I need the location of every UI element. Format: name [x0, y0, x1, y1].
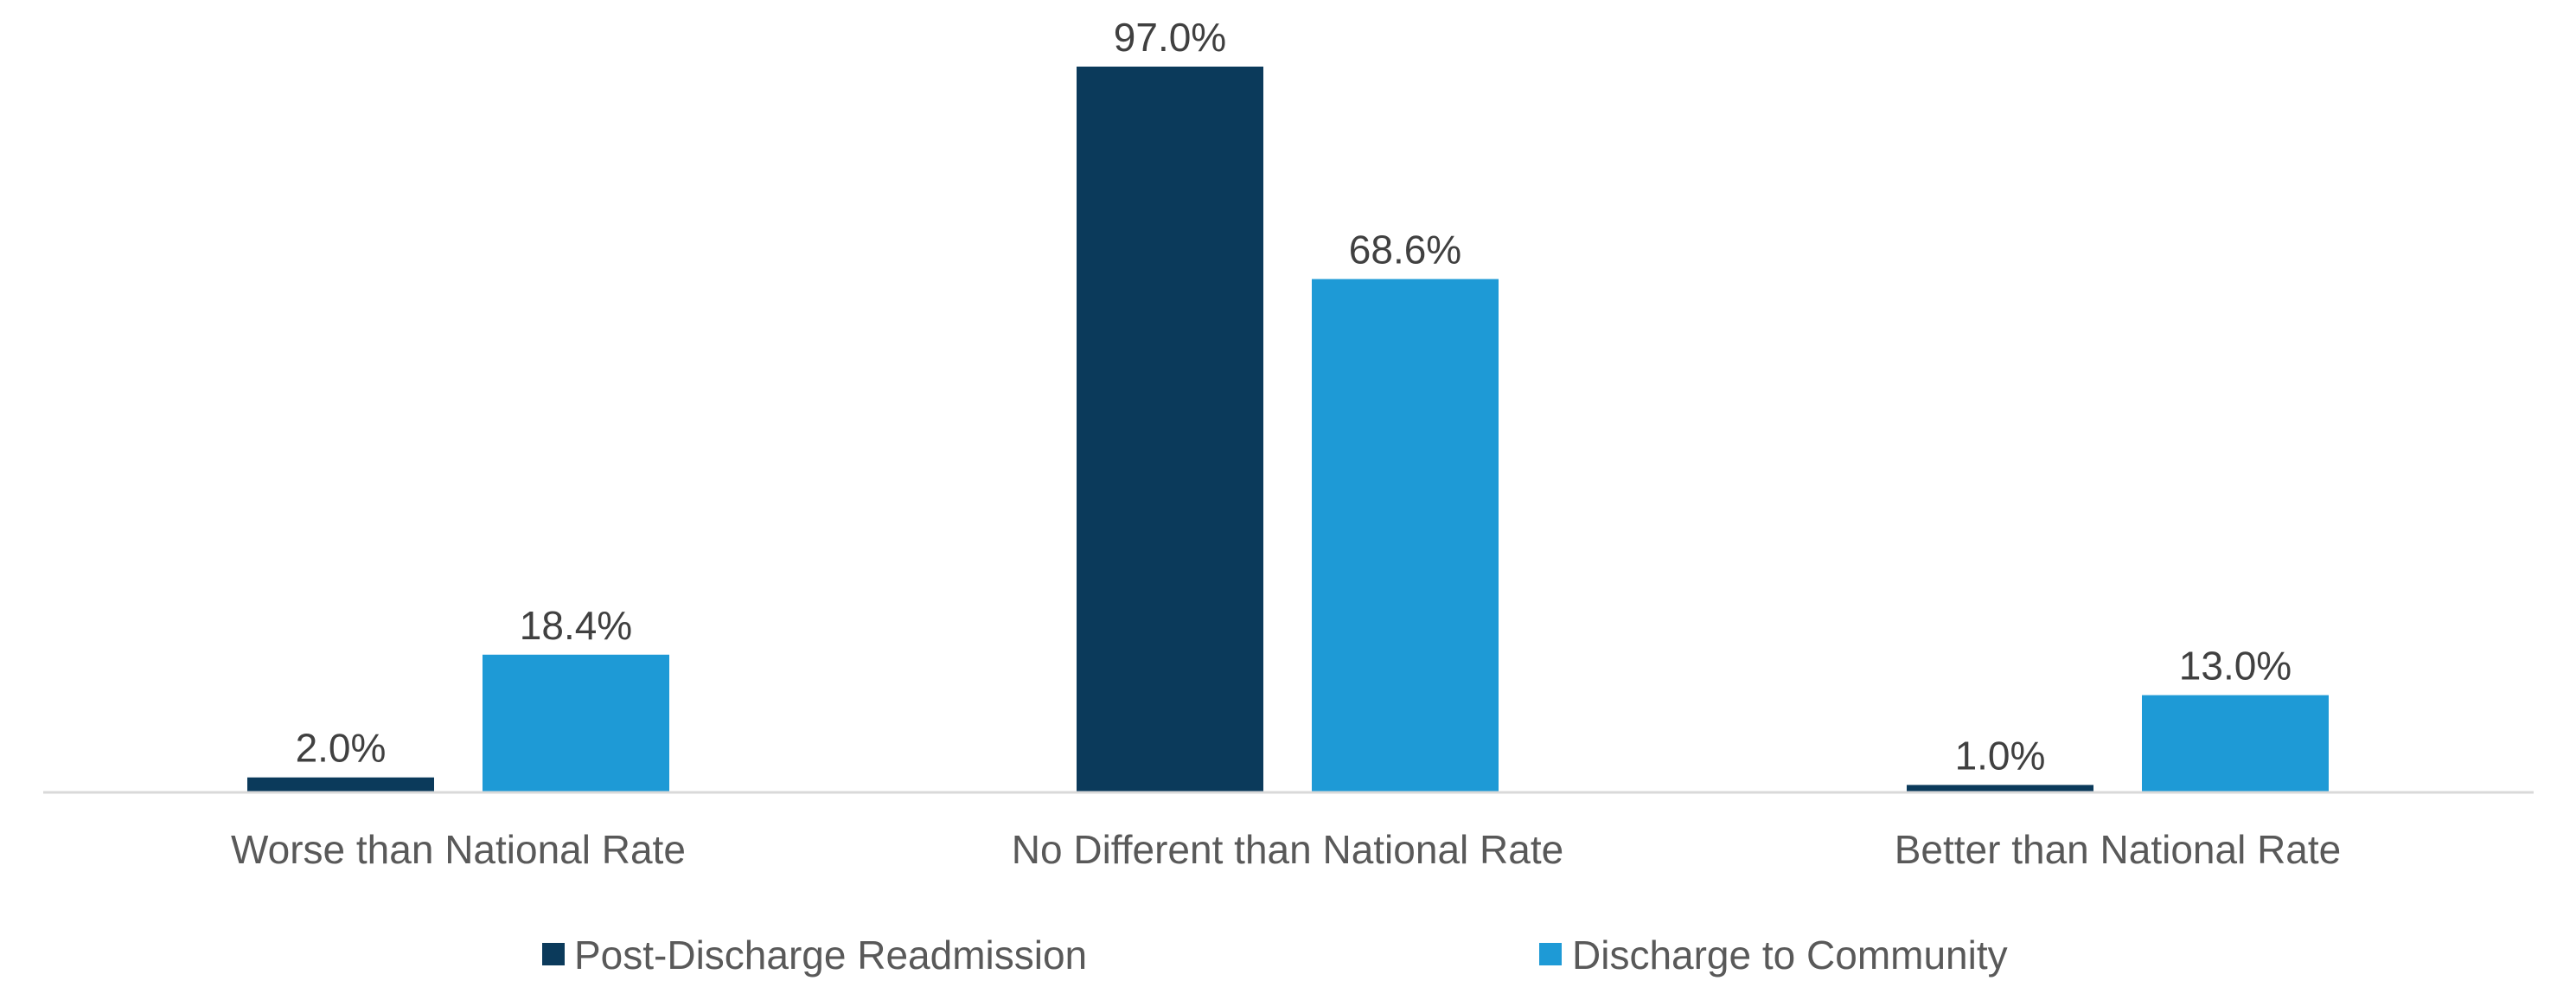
- bar-post-discharge-readmission-2: [1907, 785, 2093, 792]
- x-tick-label-0: Worse than National Rate: [231, 827, 686, 872]
- legend: Post-Discharge Readmission Discharge to C…: [542, 933, 2008, 978]
- data-label-1-0: 18.4%: [520, 603, 632, 648]
- data-label-1-2: 13.0%: [2179, 644, 2292, 689]
- legend-swatch-1: [1539, 943, 1562, 965]
- x-tick-label-1: No Different than National Rate: [1012, 827, 1563, 872]
- bar-discharge-to-community-2: [2142, 695, 2329, 792]
- bar-discharge-to-community-0: [483, 654, 669, 792]
- data-label-0-1: 97.0%: [1114, 15, 1226, 60]
- bars-layer: [247, 67, 2329, 793]
- category-labels-layer: Worse than National Rate No Different tha…: [231, 827, 2341, 872]
- x-tick-label-2: Better than National Rate: [1895, 827, 2342, 872]
- legend-label-1: Discharge to Community: [1572, 933, 2008, 978]
- bar-discharge-to-community-1: [1312, 279, 1499, 793]
- legend-swatch-0: [542, 943, 565, 965]
- value-labels-layer: 2.0% 97.0% 1.0% 18.4% 68.6% 13.0%: [296, 15, 2292, 778]
- data-label-1-1: 68.6%: [1349, 228, 1461, 272]
- bar-post-discharge-readmission-1: [1077, 67, 1263, 792]
- bar-post-discharge-readmission-0: [247, 777, 434, 792]
- legend-label-0: Post-Discharge Readmission: [574, 933, 1087, 978]
- data-label-0-2: 1.0%: [1955, 733, 2046, 778]
- data-label-0-0: 2.0%: [296, 726, 387, 771]
